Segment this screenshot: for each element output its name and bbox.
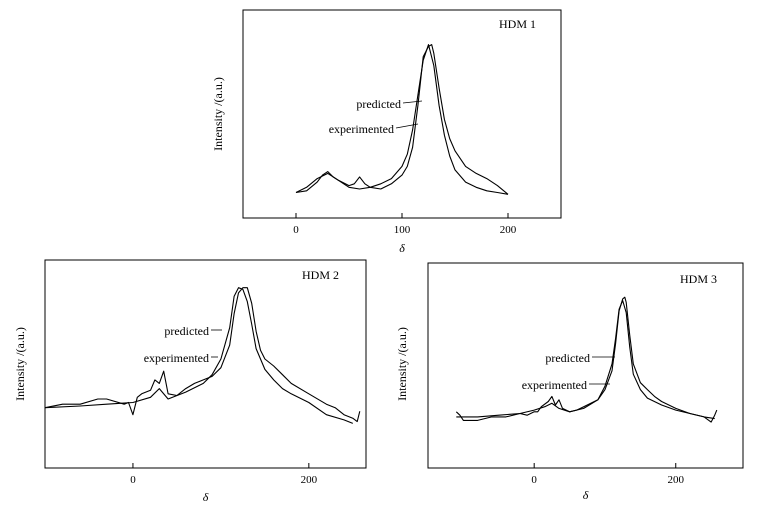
chart-panel-1: 0 100 200 δ Intensity /(a.u.) HDM 1 predicted e… <box>211 9 562 255</box>
panel-title: HDM 2 <box>302 268 339 282</box>
x-tick-label: 100 <box>394 224 411 236</box>
y-axis-label: Intensity /(a.u.) <box>211 77 225 151</box>
series-line-predicted <box>44 287 354 424</box>
series-label-experimented: experimented <box>522 378 587 392</box>
series-line-experimented <box>44 287 361 423</box>
series-label-predicted: predicted <box>164 324 209 338</box>
x-axis-label: δ <box>399 241 405 255</box>
leader-line-predicted <box>402 100 423 104</box>
y-axis-label: Intensity /(a.u.) <box>395 327 409 401</box>
series-line-experimented <box>455 296 718 423</box>
y-axis-label: Intensity /(a.u.) <box>13 327 27 401</box>
x-axis-label: δ <box>583 488 589 502</box>
x-tick-label: 200 <box>301 474 318 486</box>
series-label-predicted: predicted <box>545 351 590 365</box>
chart-panel-3: 0 200 δ Intensity /(a.u.) HDM 3 predicted expe… <box>395 262 744 502</box>
chart-panel-2: 0 200 δ Intensity /(a.u.) HDM 2 predicted expe… <box>13 259 367 504</box>
series-label-predicted: predicted <box>356 97 401 111</box>
x-tick-label: 0 <box>293 224 299 236</box>
x-tick-label: 200 <box>500 224 517 236</box>
x-axis-label: δ <box>203 490 209 504</box>
series-line-predicted <box>456 300 715 420</box>
x-tick-label: 0 <box>531 474 537 486</box>
plot-frame <box>427 262 744 469</box>
x-tick-label: 200 <box>668 474 685 486</box>
panel-title: HDM 1 <box>499 17 536 31</box>
plot-frame <box>44 259 367 469</box>
series-line-experimented <box>295 44 509 195</box>
panel-title: HDM 3 <box>680 272 717 286</box>
series-label-experimented: experimented <box>329 122 394 136</box>
series-label-experimented: experimented <box>144 351 209 365</box>
plot-frame <box>242 9 562 219</box>
leader-line-experimented <box>395 123 419 129</box>
x-tick-label: 0 <box>130 474 136 486</box>
